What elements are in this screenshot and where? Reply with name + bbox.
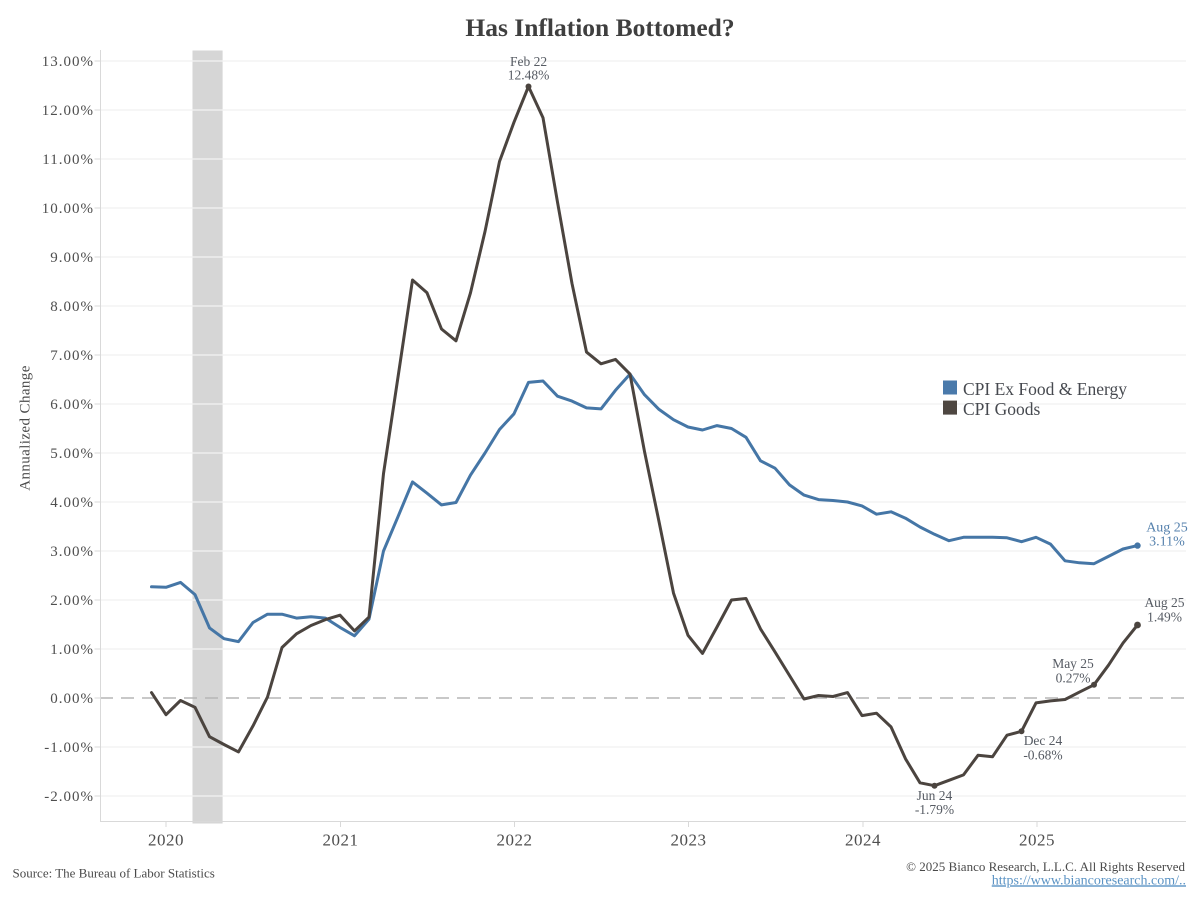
svg-text:https://www.biancoresearch.com: https://www.biancoresearch.com/.. xyxy=(992,873,1186,888)
svg-text:-0.68%: -0.68% xyxy=(1023,748,1062,763)
svg-text:2025: 2025 xyxy=(1019,831,1055,850)
svg-text:© 2025 Bianco Research, L.L.C.: © 2025 Bianco Research, L.L.C. All Right… xyxy=(906,859,1185,874)
svg-text:-2.00%: -2.00% xyxy=(44,789,94,805)
svg-text:12.00%: 12.00% xyxy=(42,103,94,119)
svg-text:Source: The Bureau of Labor St: Source: The Bureau of Labor Statistics xyxy=(13,866,215,881)
svg-text:CPI Ex Food & Energy: CPI Ex Food & Energy xyxy=(963,379,1127,399)
svg-text:Feb 22: Feb 22 xyxy=(510,54,547,69)
svg-text:Annualized Change: Annualized Change xyxy=(18,365,34,491)
svg-text:2023: 2023 xyxy=(671,831,707,850)
svg-text:CPI Goods: CPI Goods xyxy=(963,399,1040,419)
svg-text:2024: 2024 xyxy=(845,831,881,850)
svg-text:2020: 2020 xyxy=(148,831,184,850)
svg-text:Aug 25: Aug 25 xyxy=(1146,521,1188,536)
svg-text:-1.00%: -1.00% xyxy=(44,740,94,756)
svg-text:May 25: May 25 xyxy=(1052,656,1094,671)
svg-text:Has Inflation Bottomed?: Has Inflation Bottomed? xyxy=(465,13,734,42)
svg-text:8.00%: 8.00% xyxy=(50,299,94,315)
svg-text:2.00%: 2.00% xyxy=(50,593,94,609)
svg-text:9.00%: 9.00% xyxy=(50,250,94,266)
svg-text:11.00%: 11.00% xyxy=(42,152,94,168)
svg-text:Dec 24: Dec 24 xyxy=(1024,733,1063,748)
svg-text:1.00%: 1.00% xyxy=(50,642,94,658)
svg-text:2022: 2022 xyxy=(497,831,533,850)
svg-text:1.49%: 1.49% xyxy=(1147,610,1182,625)
svg-text:4.00%: 4.00% xyxy=(50,495,94,511)
svg-text:Jun 24: Jun 24 xyxy=(917,788,953,803)
svg-text:0.27%: 0.27% xyxy=(1056,671,1091,686)
svg-text:3.00%: 3.00% xyxy=(50,544,94,560)
svg-text:10.00%: 10.00% xyxy=(42,201,94,217)
svg-text:6.00%: 6.00% xyxy=(50,397,94,413)
svg-text:-1.79%: -1.79% xyxy=(915,802,954,817)
svg-text:5.00%: 5.00% xyxy=(50,446,94,462)
svg-text:0.00%: 0.00% xyxy=(50,691,94,707)
svg-text:7.00%: 7.00% xyxy=(50,348,94,364)
svg-text:Aug 25: Aug 25 xyxy=(1144,595,1184,610)
svg-text:3.11%: 3.11% xyxy=(1149,535,1185,550)
svg-text:12.48%: 12.48% xyxy=(508,68,550,83)
svg-text:2021: 2021 xyxy=(323,831,359,850)
svg-text:13.00%: 13.00% xyxy=(42,54,94,70)
